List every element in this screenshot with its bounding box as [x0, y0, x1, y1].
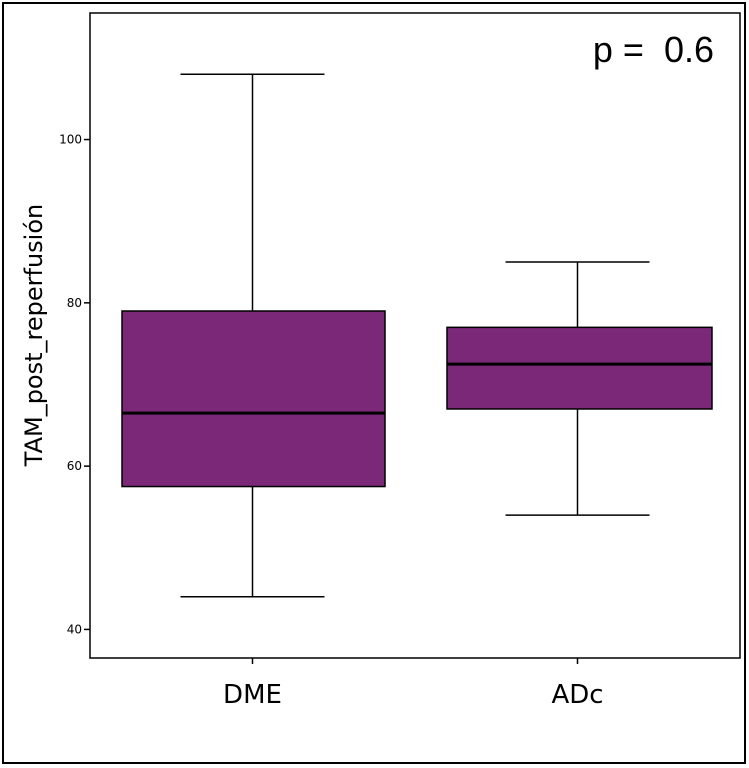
iqr-box-adc — [446, 326, 713, 410]
y-tick-label-40: 40 — [67, 622, 82, 636]
y-axis: 40 60 80 100 — [59, 133, 90, 636]
p-value-annotation: p = 0.6 — [593, 29, 714, 70]
x-tick-label-dme: DME — [223, 680, 282, 710]
box-adc — [446, 261, 713, 516]
y-tick-label-80: 80 — [67, 296, 82, 310]
box-dme — [121, 73, 386, 598]
iqr-box-dme — [121, 310, 386, 488]
boxes-layer — [121, 73, 713, 598]
y-tick-label-100: 100 — [59, 133, 82, 147]
x-tick-label-adc: ADc — [551, 680, 603, 710]
y-tick-label-60: 60 — [67, 459, 82, 473]
y-axis-label: TAM_post_reperfusión — [20, 204, 48, 467]
x-axis: DME ADc — [223, 658, 604, 710]
